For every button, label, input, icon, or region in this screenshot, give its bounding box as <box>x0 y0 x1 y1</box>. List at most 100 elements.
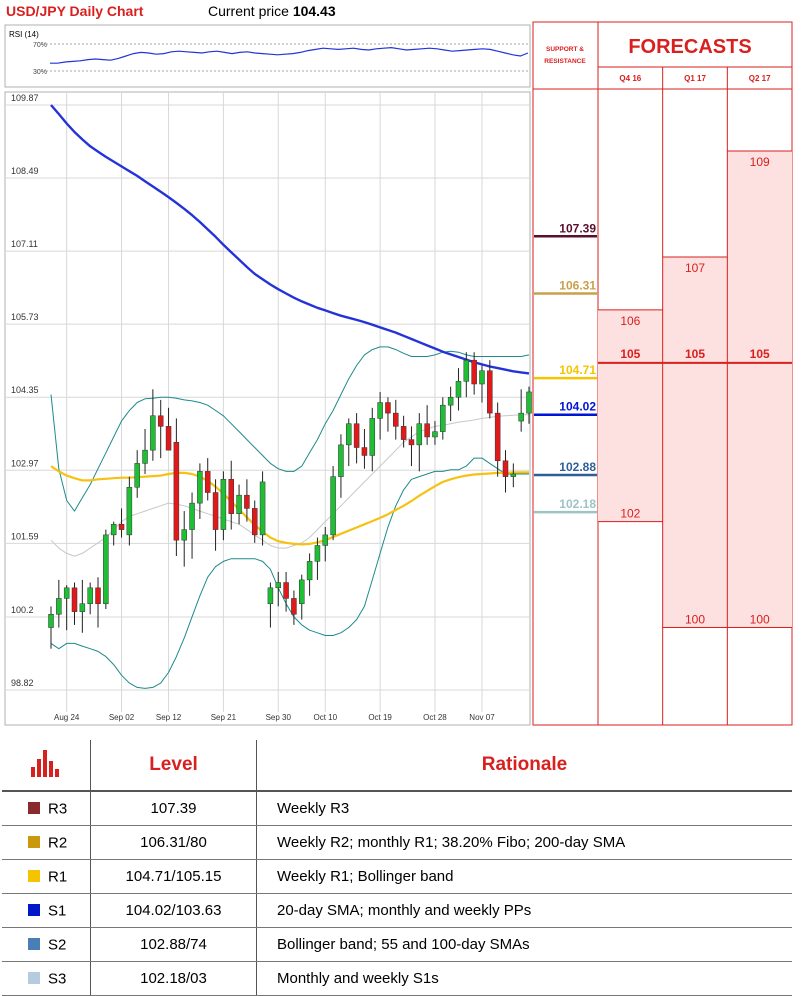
forecast-range <box>727 151 792 627</box>
candle-body <box>307 561 312 580</box>
rsi-label: RSI (14) <box>9 30 39 39</box>
candle-body <box>80 604 85 612</box>
forecast-low-label: 100 <box>685 613 705 627</box>
level-code-cell: R2 <box>2 826 91 860</box>
y-tick-label: 98.82 <box>11 678 34 688</box>
sr-header-line-2: RESISTANCE <box>544 58 586 65</box>
x-tick-label: Oct 10 <box>313 713 337 722</box>
x-tick-label: Aug 24 <box>54 713 80 722</box>
candle-body <box>378 403 383 419</box>
candle-body <box>417 424 422 445</box>
candle-body <box>362 448 367 456</box>
sr-panel: SUPPORT & RESISTANCE 107.39106.31104.711… <box>533 22 598 725</box>
level-color-swatch <box>28 972 40 984</box>
candle-body <box>166 426 171 450</box>
levels-table: Level Rationale R3 107.39 Weekly R3 R2 106.3… <box>2 740 792 996</box>
candle-body <box>229 479 234 513</box>
y-tick-label: 100.2 <box>11 605 34 615</box>
candle-body <box>495 413 500 461</box>
candle-body <box>190 503 195 529</box>
rsi-level-low: 30% <box>33 69 47 76</box>
forecast-low-label: 100 <box>750 613 770 627</box>
candle-body <box>401 426 406 439</box>
candle-body <box>182 530 187 541</box>
candle-body <box>205 471 210 492</box>
sr-header-line-1: SUPPORT & <box>546 46 584 53</box>
candle-body <box>299 580 304 604</box>
forecast-high-label: 109 <box>750 155 770 169</box>
candle-body <box>409 440 414 445</box>
level-rationale: Bollinger band; 55 and 100-day SMAs <box>257 928 793 962</box>
forecasts-panel: FORECASTS Q4 16106105102Q1 17107105100Q2… <box>598 22 792 725</box>
candle <box>260 471 265 545</box>
level-color-swatch <box>28 802 40 814</box>
y-tick-label: 101.59 <box>11 531 39 541</box>
forecast-mid-label: 105 <box>750 347 770 361</box>
table-row: R3 107.39 Weekly R3 <box>2 791 792 826</box>
level-value: 104.71/105.15 <box>91 860 257 894</box>
candle-body <box>150 416 155 450</box>
candle-body <box>197 471 202 503</box>
level-code: R1 <box>48 868 67 885</box>
candle-body <box>503 461 508 477</box>
table-row: S3 102.18/03 Monthly and weekly S1s <box>2 962 792 996</box>
x-tick-label: Oct 19 <box>368 713 392 722</box>
forecast-high-label: 107 <box>685 261 705 275</box>
x-tick-label: Oct 28 <box>423 713 447 722</box>
rsi-frame <box>5 25 530 87</box>
x-tick-label: Sep 21 <box>211 713 237 722</box>
candle-body <box>472 360 477 384</box>
level-header: Level <box>91 740 257 791</box>
candle-body <box>252 508 257 534</box>
sr-level-label: 104.02 <box>559 400 596 414</box>
bar-chart-icon <box>30 747 62 777</box>
candle-body <box>158 416 163 427</box>
candle <box>331 466 336 540</box>
rsi-level-high: 70% <box>33 42 47 49</box>
forecast-col-label: Q4 16 <box>619 74 641 83</box>
candle-body <box>284 583 289 599</box>
level-rationale: Weekly R3 <box>257 791 793 826</box>
price-panel: 109.87 108.49 107.11 105.73 104.35 102.97 101.… <box>5 92 532 725</box>
y-tick-label: 105.73 <box>11 312 39 322</box>
level-value: 102.88/74 <box>91 928 257 962</box>
table-row: S1 104.02/103.63 20-day SMA; monthly and w… <box>2 894 792 928</box>
price-frame <box>5 92 530 725</box>
x-tick-label: Sep 30 <box>266 713 292 722</box>
level-code: R2 <box>48 834 67 851</box>
level-color-swatch <box>28 870 40 882</box>
level-code-cell: S1 <box>2 894 91 928</box>
table-row: S2 102.88/74 Bollinger band; 55 and 100-da… <box>2 928 792 962</box>
forecasts-title: FORECASTS <box>628 36 751 58</box>
y-tick-label: 107.11 <box>11 239 38 249</box>
rsi-panel: RSI (14) 70% 30% <box>5 25 530 87</box>
x-tick-labels: Aug 24 Sep 02 Sep 12 Sep 21 Sep 30 Oct 10 Oct … <box>54 713 495 722</box>
candle-body <box>143 450 148 463</box>
table-row: R2 106.31/80 Weekly R2; monthly R1; 38.20%… <box>2 826 792 860</box>
level-value: 106.31/80 <box>91 826 257 860</box>
y-tick-label: 104.35 <box>11 385 39 395</box>
candle-body <box>456 381 461 397</box>
candle-body <box>103 535 108 604</box>
level-code-cell: S3 <box>2 962 91 996</box>
forecast-range <box>598 310 663 522</box>
level-color-swatch <box>28 904 40 916</box>
forecast-col-label: Q2 17 <box>749 74 771 83</box>
candle-body <box>96 588 101 604</box>
forecast-col-label: Q1 17 <box>684 74 706 83</box>
levels-table-body: R3 107.39 Weekly R3 R2 106.31/80 Weekly R2; m… <box>2 791 792 996</box>
candle-body <box>331 477 336 535</box>
candle-body <box>487 371 492 413</box>
forecast-mid-label: 105 <box>685 347 705 361</box>
candle-body <box>127 487 132 535</box>
level-color-swatch <box>28 836 40 848</box>
chart-svg: RSI (14) 70% 30% 109.87 108.49 107.11 105.7… <box>0 0 802 740</box>
x-tick-label: Nov 07 <box>469 713 495 722</box>
candle-body <box>479 371 484 384</box>
candle-body <box>315 545 320 561</box>
candle-body <box>425 424 430 437</box>
level-code: S3 <box>48 970 66 987</box>
candle-body <box>244 495 249 508</box>
x-tick-label: Sep 12 <box>156 713 182 722</box>
